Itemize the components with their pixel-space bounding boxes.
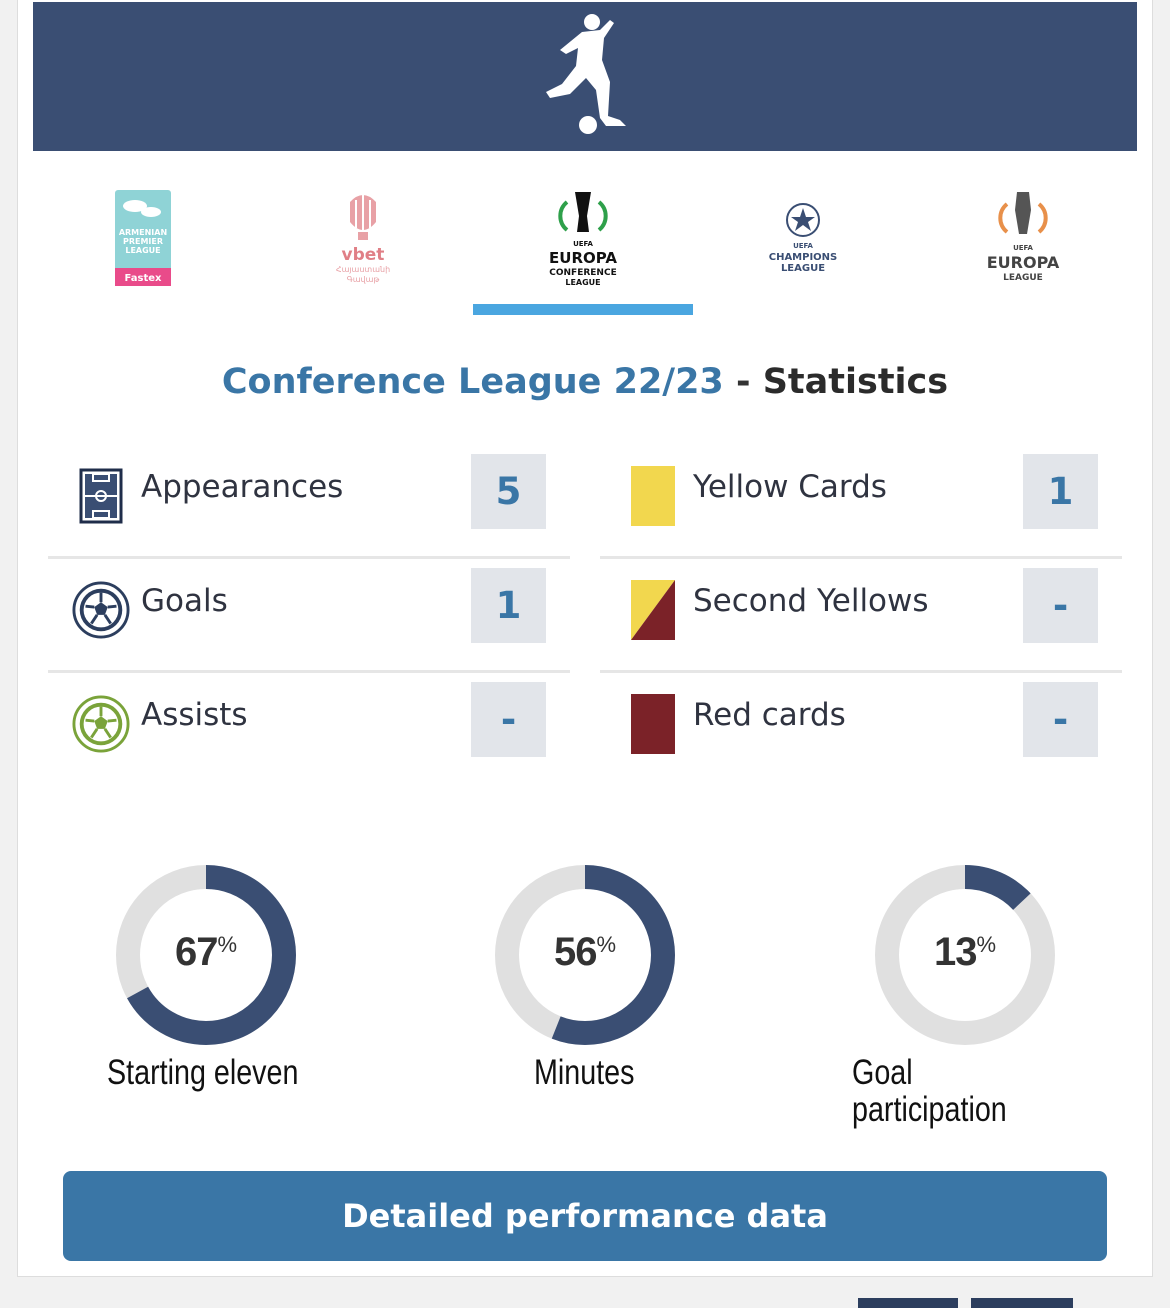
- page-title: Conference League 22/23 - Statistics: [0, 362, 1170, 402]
- competition-tabs: ARMENIAN PREMIER LEAGUE Fastex vbet Հայա…: [33, 180, 1137, 320]
- donut-value: 56: [553, 930, 597, 974]
- tab-europa-conference-league[interactable]: UEFA EUROPA CONFERENCE LEAGUE: [473, 180, 693, 320]
- uel-logo-uefa: UEFA: [1013, 244, 1033, 252]
- uel-logo-europa: EUROPA: [987, 253, 1060, 272]
- player-banner: [33, 2, 1137, 151]
- soccer-ball-icon: [72, 581, 130, 639]
- donut-unit: %: [596, 932, 617, 957]
- donut-percent: 56%: [494, 930, 676, 975]
- donut-label-starting-eleven: Starting eleven: [107, 1053, 299, 1092]
- donut-unit: %: [976, 932, 997, 957]
- stat-value: 5: [471, 454, 546, 529]
- donut-percent: 13%: [874, 930, 1056, 975]
- stat-red-cards: Red cards -: [600, 673, 1122, 787]
- red-card-icon: [624, 694, 682, 754]
- stat-value: 1: [1023, 454, 1098, 529]
- divider: [48, 556, 570, 559]
- vbet-logo-line1: vbet: [342, 245, 385, 265]
- ecl-logo-europa: EUROPA: [549, 249, 617, 267]
- stat-value: -: [1023, 682, 1098, 757]
- donut-label-line: Goal: [852, 1053, 913, 1092]
- apl-logo-line3: LEAGUE: [125, 246, 160, 255]
- donut-value: 67: [174, 930, 218, 974]
- apl-logo-line1: ARMENIAN: [119, 228, 167, 237]
- donut-ring: [495, 865, 675, 1045]
- yellow-card-icon: [624, 466, 682, 526]
- europa-league-logo: UEFA EUROPA LEAGUE: [987, 192, 1060, 283]
- donut-ring: [116, 865, 296, 1045]
- stat-yellow-cards: Yellow Cards 1: [600, 445, 1122, 559]
- page-title-separator: -: [723, 362, 763, 402]
- donut-arc: [495, 865, 675, 1045]
- donut-label-goal-participation: Goal participation: [852, 1054, 1007, 1128]
- apl-logo-line2: PREMIER: [123, 237, 163, 246]
- stat-value: -: [1023, 568, 1098, 643]
- stat-label: Red cards: [693, 697, 846, 733]
- europa-conference-league-logo: UEFA EUROPA CONFERENCE LEAGUE: [549, 192, 617, 287]
- stat-label: Goals: [141, 583, 228, 619]
- donut-value: 13: [933, 930, 977, 974]
- stat-value: 1: [471, 568, 546, 643]
- divider: [600, 556, 1122, 559]
- pitch-icon: [72, 467, 130, 525]
- champions-league-logo: UEFA CHAMPIONS LEAGUE: [769, 203, 838, 274]
- tab-europa-league[interactable]: UEFA EUROPA LEAGUE: [913, 180, 1133, 320]
- ucl-logo-league: LEAGUE: [781, 263, 825, 274]
- vbet-cup-logo: vbet Հայաստանի Գավաթ: [336, 194, 390, 284]
- page-title-suffix: Statistics: [762, 362, 949, 402]
- ucl-logo-champions: CHAMPIONS: [769, 252, 838, 263]
- uel-logo-league: LEAGUE: [1003, 273, 1043, 283]
- donut-ring: [875, 865, 1055, 1045]
- donut-unit: %: [217, 932, 238, 957]
- stat-label: Appearances: [141, 469, 344, 505]
- pagination-button[interactable]: [971, 1298, 1073, 1308]
- donut-minutes: 56%: [494, 864, 676, 1046]
- donut-label-line: participation: [852, 1090, 1007, 1129]
- vbet-logo-line2: Հայաստանի: [336, 265, 390, 274]
- tab-champions-league[interactable]: UEFA CHAMPIONS LEAGUE: [693, 180, 913, 320]
- tab-vbet-cup[interactable]: vbet Հայաստանի Գավաթ: [253, 180, 473, 320]
- stat-label: Yellow Cards: [693, 469, 887, 505]
- vbet-logo-line3: Գավաթ: [347, 275, 380, 284]
- ecl-logo-uefa: UEFA: [573, 240, 593, 248]
- ecl-logo-league: LEAGUE: [565, 278, 600, 287]
- donut-starting-eleven: 67%: [115, 864, 297, 1046]
- page-title-league: Conference League 22/23: [221, 362, 724, 402]
- second-yellow-card-icon: [624, 580, 682, 640]
- divider: [48, 670, 570, 673]
- donut-label-minutes: Minutes: [534, 1053, 635, 1092]
- pagination-button[interactable]: [858, 1298, 958, 1308]
- stat-label: Assists: [141, 697, 248, 733]
- assist-ball-icon: [72, 695, 130, 753]
- stat-goals: Goals 1: [48, 559, 570, 673]
- donut-arc: [116, 865, 296, 1045]
- ucl-logo-uefa: UEFA: [793, 242, 813, 250]
- stat-second-yellows: Second Yellows -: [600, 559, 1122, 673]
- donut-goal-participation: 13%: [874, 864, 1056, 1046]
- soccer-player-icon: [546, 13, 626, 134]
- tab-armenian-premier-league[interactable]: ARMENIAN PREMIER LEAGUE Fastex: [33, 180, 253, 320]
- donut-percent: 67%: [115, 930, 297, 975]
- apl-logo-sponsor: Fastex: [125, 273, 163, 284]
- ecl-logo-conference: CONFERENCE: [549, 268, 616, 278]
- donut-arc: [875, 865, 1055, 1045]
- stat-value: -: [471, 682, 546, 757]
- armenian-premier-league-logo: ARMENIAN PREMIER LEAGUE Fastex: [115, 190, 171, 286]
- divider: [600, 670, 1122, 673]
- detailed-performance-button[interactable]: Detailed performance data: [63, 1171, 1107, 1261]
- stat-assists: Assists -: [48, 673, 570, 787]
- stat-appearances: Appearances 5: [48, 445, 570, 559]
- stat-label: Second Yellows: [693, 583, 929, 619]
